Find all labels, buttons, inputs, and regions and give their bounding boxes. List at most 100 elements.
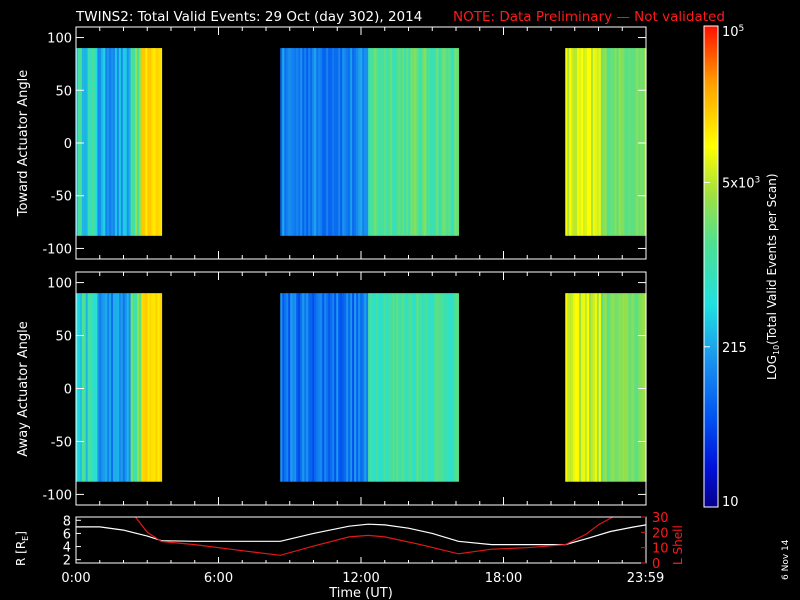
- toward-seg5-col: [410, 48, 413, 236]
- away-seg1-col: [101, 293, 104, 482]
- toward-ytick-label: -100: [42, 242, 72, 257]
- toward-seg7-col: [614, 48, 618, 236]
- toward-seg4-col: [342, 48, 345, 236]
- away-seg7-col: [626, 293, 629, 482]
- colorbar-tick-label: 5x103: [722, 175, 760, 191]
- toward-seg4-col: [290, 48, 293, 236]
- toward-seg4-col: [314, 48, 317, 236]
- away-ytick-label: -50: [51, 435, 72, 450]
- preliminary-note: NOTE: Data Preliminary — Not validated: [453, 9, 725, 25]
- away-seg5-col: [406, 293, 409, 482]
- toward-seg6-col: [587, 48, 590, 236]
- toward-seg0-col: [93, 48, 97, 236]
- colorbar-tick-label: 10: [722, 495, 739, 510]
- away-seg1-col: [114, 293, 118, 482]
- toward-seg5-col: [414, 48, 417, 236]
- toward-seg7-col: [642, 48, 645, 236]
- toward-seg6-col: [583, 48, 586, 236]
- toward-seg7-col: [632, 48, 635, 236]
- away-seg4-col: [290, 293, 293, 482]
- orbit-right-tick-label: 20: [652, 526, 669, 541]
- toward-seg0-col: [79, 48, 83, 236]
- toward-seg7-col: [606, 48, 610, 236]
- toward-seg3-col: [153, 48, 157, 236]
- colorbar-label: LOG10(Total Valid Events per Scan): [765, 173, 781, 380]
- away-seg3-col: [153, 293, 157, 482]
- toward-seg6-col: [571, 48, 574, 236]
- away-seg4-col: [326, 293, 329, 482]
- away-seg4-col: [306, 293, 309, 482]
- away-seg0-col: [87, 293, 91, 482]
- toward-seg4-col: [320, 48, 323, 236]
- away-seg5-col: [450, 293, 453, 482]
- toward-seg0-col: [81, 48, 85, 236]
- away-seg6-col: [581, 293, 584, 482]
- toward-seg7-col: [624, 48, 627, 236]
- away-seg5-col: [424, 293, 427, 482]
- toward-seg5-col: [440, 48, 443, 236]
- toward-seg4-col: [356, 48, 359, 236]
- toward-seg1-col: [97, 48, 100, 236]
- away-seg5-col: [400, 293, 403, 482]
- away-seg4-col: [356, 293, 359, 482]
- away-seg7-col: [614, 293, 618, 482]
- away-seg7-col: [616, 293, 620, 482]
- away-seg4-col: [366, 293, 369, 482]
- toward-seg4-col: [336, 48, 339, 236]
- away-seg7-col: [638, 293, 641, 482]
- toward-seg4-col: [334, 48, 337, 236]
- toward-seg5-col: [438, 48, 441, 236]
- toward-seg7-col: [612, 48, 616, 236]
- away-seg4-col: [350, 293, 353, 482]
- away-seg1-col: [107, 293, 110, 482]
- toward-seg5-col: [446, 48, 449, 236]
- colorbar-tick-label: 105: [722, 24, 744, 40]
- away-seg6-col: [587, 293, 590, 482]
- away-seg4-col: [358, 293, 361, 482]
- away-seg5-col: [448, 293, 451, 482]
- toward-seg5-col: [436, 48, 439, 236]
- toward-seg5-col: [390, 48, 393, 236]
- toward-seg1-col: [114, 48, 118, 236]
- date-stamp: 6 Nov 14: [781, 539, 791, 580]
- colorbar-ticks: 10 215 5x103 105: [704, 24, 760, 510]
- toward-seg5-col: [372, 48, 375, 236]
- toward-seg6-col: [589, 48, 592, 236]
- away-seg7-col: [634, 293, 637, 482]
- away-seg4-col: [310, 293, 313, 482]
- toward-seg3-col: [147, 48, 150, 236]
- away-seg5-col: [392, 293, 395, 482]
- away-seg1-col: [124, 293, 128, 482]
- away-seg4-col: [296, 293, 299, 482]
- away-seg5-col: [372, 293, 375, 482]
- away-seg5-col: [414, 293, 417, 482]
- away-seg4-col: [336, 293, 339, 482]
- toward-seg5-col: [426, 48, 429, 236]
- away-seg4-col: [352, 293, 355, 482]
- away-seg0-col: [76, 293, 79, 482]
- toward-seg7-col: [604, 48, 608, 236]
- toward-ytick-label: 100: [47, 32, 72, 47]
- away-seg7-col: [608, 293, 612, 482]
- away-seg4-col: [334, 293, 337, 482]
- toward-seg7-col: [620, 48, 624, 236]
- away-seg3-col: [157, 293, 161, 482]
- away-seg4-col: [332, 293, 335, 482]
- chart-title: TWINS2: Total Valid Events: 29 Oct (day …: [75, 9, 422, 25]
- toward-seg5-col: [450, 48, 453, 236]
- toward-seg6-col: [577, 48, 580, 236]
- toward-seg4-col: [318, 48, 321, 236]
- toward-seg4-col: [286, 48, 289, 236]
- away-seg7-col: [600, 293, 604, 482]
- toward-seg6-col: [567, 48, 570, 236]
- toward-seg3-col: [141, 48, 144, 236]
- away-seg6-col: [589, 293, 592, 482]
- away-ytick-label: 100: [47, 277, 72, 292]
- away-seg2-col: [130, 293, 134, 482]
- toward-seg4-col: [344, 48, 347, 236]
- toward-seg5-col: [416, 48, 419, 236]
- away-seg3-col: [151, 293, 155, 482]
- toward-seg5-col: [386, 48, 389, 236]
- toward-seg0-col: [87, 48, 91, 236]
- toward-seg3-col: [151, 48, 155, 236]
